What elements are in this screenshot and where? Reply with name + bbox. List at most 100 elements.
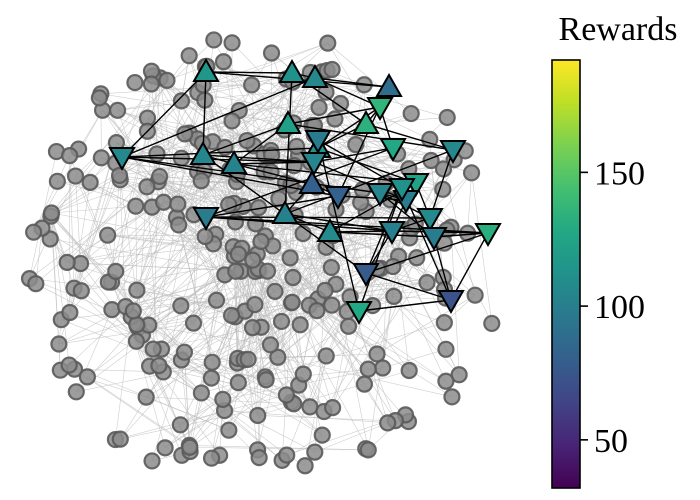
background-node: [243, 76, 261, 94]
background-edge: [151, 352, 185, 462]
background-node: [138, 178, 156, 196]
highlighted-edge: [202, 123, 289, 156]
background-node: [402, 104, 420, 123]
highlighted-edge: [233, 163, 417, 184]
background-edge: [327, 42, 394, 149]
background-node: [277, 386, 295, 404]
triangle-up-node: [375, 72, 403, 97]
background-edge: [158, 233, 304, 366]
background-node: [25, 223, 43, 241]
background-node: [202, 369, 221, 387]
background-edge: [247, 211, 367, 360]
background-edge: [120, 174, 238, 181]
background-node: [220, 421, 238, 439]
background-edge: [284, 153, 398, 215]
background-edge: [293, 84, 365, 124]
background-node: [258, 262, 277, 280]
background-edge: [471, 172, 493, 324]
background-node: [175, 343, 194, 361]
background-edge: [289, 257, 388, 424]
background-edge: [211, 271, 242, 459]
background-edge: [164, 410, 225, 449]
background-edge: [203, 84, 356, 145]
highlighted-edge: [365, 232, 489, 274]
background-node: [483, 314, 501, 333]
background-edge: [286, 296, 351, 456]
background-node: [284, 268, 302, 287]
highlighted-edge: [313, 161, 407, 201]
background-edge: [467, 172, 472, 234]
background-edge: [158, 207, 259, 366]
background-node: [246, 295, 264, 314]
triangle-up-node: [274, 109, 302, 134]
highlighted-edge: [202, 71, 207, 156]
background-node: [450, 366, 468, 384]
highlighted-edge: [205, 216, 431, 219]
colorbar: Rewards 50 100 150: [551, 11, 677, 489]
background-node: [78, 368, 96, 386]
background-node: [368, 345, 386, 363]
highlighted-edge: [337, 195, 407, 201]
background-node: [58, 253, 76, 271]
background-node: [323, 60, 341, 79]
background-edge: [254, 304, 304, 375]
background-edge: [197, 42, 328, 93]
background-edge: [136, 181, 237, 325]
triangle-up-node: [220, 149, 248, 174]
background-node: [319, 34, 337, 52]
background-edge: [119, 179, 256, 305]
highlighted-edge: [233, 163, 313, 185]
background-edge: [335, 209, 369, 273]
background-node: [150, 357, 168, 375]
background-node: [359, 360, 377, 378]
background-node: [261, 336, 280, 354]
background-node: [252, 232, 270, 251]
background-node: [196, 227, 214, 246]
background-edge: [332, 326, 349, 408]
highlighted-edge: [317, 147, 417, 184]
triangle-down-node: [388, 178, 416, 203]
background-edge: [33, 155, 70, 233]
background-edge: [146, 298, 318, 398]
triangle-down-node: [366, 97, 394, 122]
background-edge: [58, 322, 194, 345]
background-node: [42, 204, 61, 222]
background-node: [92, 149, 110, 167]
triangle-down-node: [437, 290, 465, 315]
background-edge: [189, 445, 369, 451]
background-edge: [252, 255, 399, 261]
background-edge: [50, 216, 75, 289]
background-node: [296, 457, 314, 475]
background-edge: [29, 175, 76, 279]
background-edge: [111, 202, 164, 310]
highlighted-edge: [287, 106, 381, 125]
background-edge: [254, 304, 333, 408]
background-node: [306, 443, 324, 461]
background-edge: [51, 205, 136, 214]
background-edge: [236, 174, 333, 306]
colorbar-ticks: 50 100 150: [580, 155, 645, 460]
triangle-down-node: [420, 227, 448, 252]
triangle-up-node: [352, 109, 380, 134]
background-node: [257, 371, 275, 389]
background-node: [137, 388, 155, 406]
background-edge: [120, 315, 232, 440]
background-edge: [224, 410, 283, 461]
background-node: [180, 47, 198, 65]
triangle-up-node: [301, 63, 329, 88]
highlighted-edge: [205, 147, 394, 218]
background-node: [67, 383, 85, 401]
background-node: [301, 398, 319, 416]
background-node: [192, 384, 210, 402]
background-node: [308, 302, 326, 320]
background-edge: [291, 302, 327, 357]
triangle-up-node: [316, 217, 344, 242]
background-node: [103, 301, 121, 319]
highlighted-edge: [317, 139, 360, 312]
background-node: [278, 446, 296, 464]
background-edge: [176, 217, 236, 317]
highlighted-edge: [121, 77, 316, 158]
background-edge: [257, 370, 410, 416]
triangle-up-node: [278, 58, 306, 83]
background-edge: [68, 236, 206, 366]
